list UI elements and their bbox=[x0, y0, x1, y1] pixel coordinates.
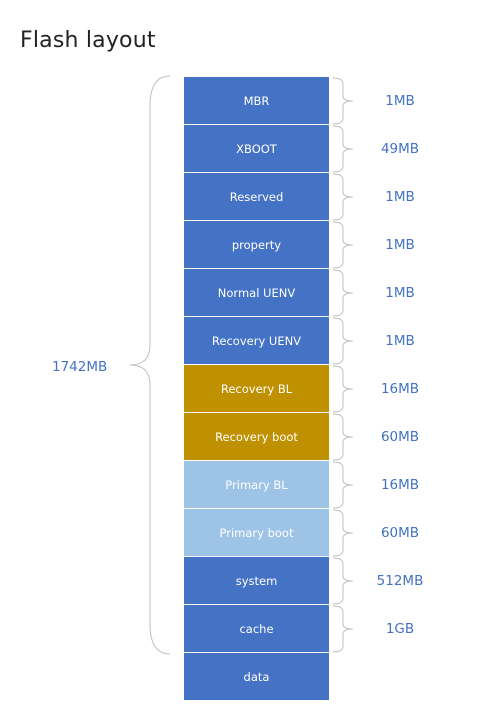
partition-label: system bbox=[235, 573, 278, 588]
partition-block: Recovery UENV bbox=[184, 317, 329, 364]
size-brace bbox=[332, 509, 354, 557]
partition-block: Primary boot bbox=[184, 509, 329, 556]
partition-size-label: 1MB bbox=[385, 333, 415, 349]
partition-stack: MBR XBOOT Reserved property Normal UENV Recov… bbox=[184, 77, 329, 700]
partition-label: cache bbox=[239, 621, 274, 636]
partition-label: Reserved bbox=[229, 189, 284, 204]
partition-size-label: 1MB bbox=[385, 93, 415, 109]
partition-label: XBOOT bbox=[236, 141, 277, 156]
total-brace bbox=[129, 75, 171, 655]
partition-label: data bbox=[243, 669, 270, 684]
partition-size-label: 16MB bbox=[380, 477, 420, 493]
partition-block: Normal UENV bbox=[184, 269, 329, 316]
partition-size-label: 1MB bbox=[385, 285, 415, 301]
partition-block: system bbox=[184, 557, 329, 604]
size-brace bbox=[332, 557, 354, 605]
partition-block: cache bbox=[184, 605, 329, 652]
total-size-label: 1742MB bbox=[52, 359, 108, 375]
partition-size-label: 1GB bbox=[385, 621, 415, 637]
partition-label: Normal UENV bbox=[217, 285, 296, 300]
partition-size-label: 60MB bbox=[380, 525, 420, 541]
size-brace bbox=[332, 221, 354, 269]
partition-block: property bbox=[184, 221, 329, 268]
size-brace bbox=[332, 317, 354, 365]
partition-block: Recovery boot bbox=[184, 413, 329, 460]
partition-size-label: 60MB bbox=[380, 429, 420, 445]
partition-label: Recovery UENV bbox=[211, 333, 302, 348]
partition-size-label: 1MB bbox=[385, 237, 415, 253]
partition-block: Primary BL bbox=[184, 461, 329, 508]
partition-block: data bbox=[184, 653, 329, 700]
partition-size-label: 1MB bbox=[385, 189, 415, 205]
size-brace bbox=[332, 461, 354, 509]
size-brace bbox=[332, 413, 354, 461]
diagram-title: Flash layout bbox=[20, 28, 156, 53]
size-brace bbox=[332, 365, 354, 413]
partition-size-label: 512MB bbox=[376, 573, 424, 589]
partition-block: Reserved bbox=[184, 173, 329, 220]
partition-label: Primary BL bbox=[225, 477, 288, 492]
size-brace bbox=[332, 125, 354, 173]
partition-label: MBR bbox=[243, 93, 270, 108]
partition-label: Primary boot bbox=[219, 525, 294, 540]
partition-block: XBOOT bbox=[184, 125, 329, 172]
partition-label: property bbox=[231, 237, 282, 252]
size-brace bbox=[332, 269, 354, 317]
partition-size-label: 16MB bbox=[380, 381, 420, 397]
partition-label: Recovery boot bbox=[215, 429, 298, 444]
size-brace bbox=[332, 77, 354, 125]
size-brace bbox=[332, 605, 354, 653]
partition-block: Recovery BL bbox=[184, 365, 329, 412]
partition-block: MBR bbox=[184, 77, 329, 124]
partition-label: Recovery BL bbox=[220, 381, 293, 396]
size-brace bbox=[332, 173, 354, 221]
partition-size-label: 49MB bbox=[380, 141, 420, 157]
